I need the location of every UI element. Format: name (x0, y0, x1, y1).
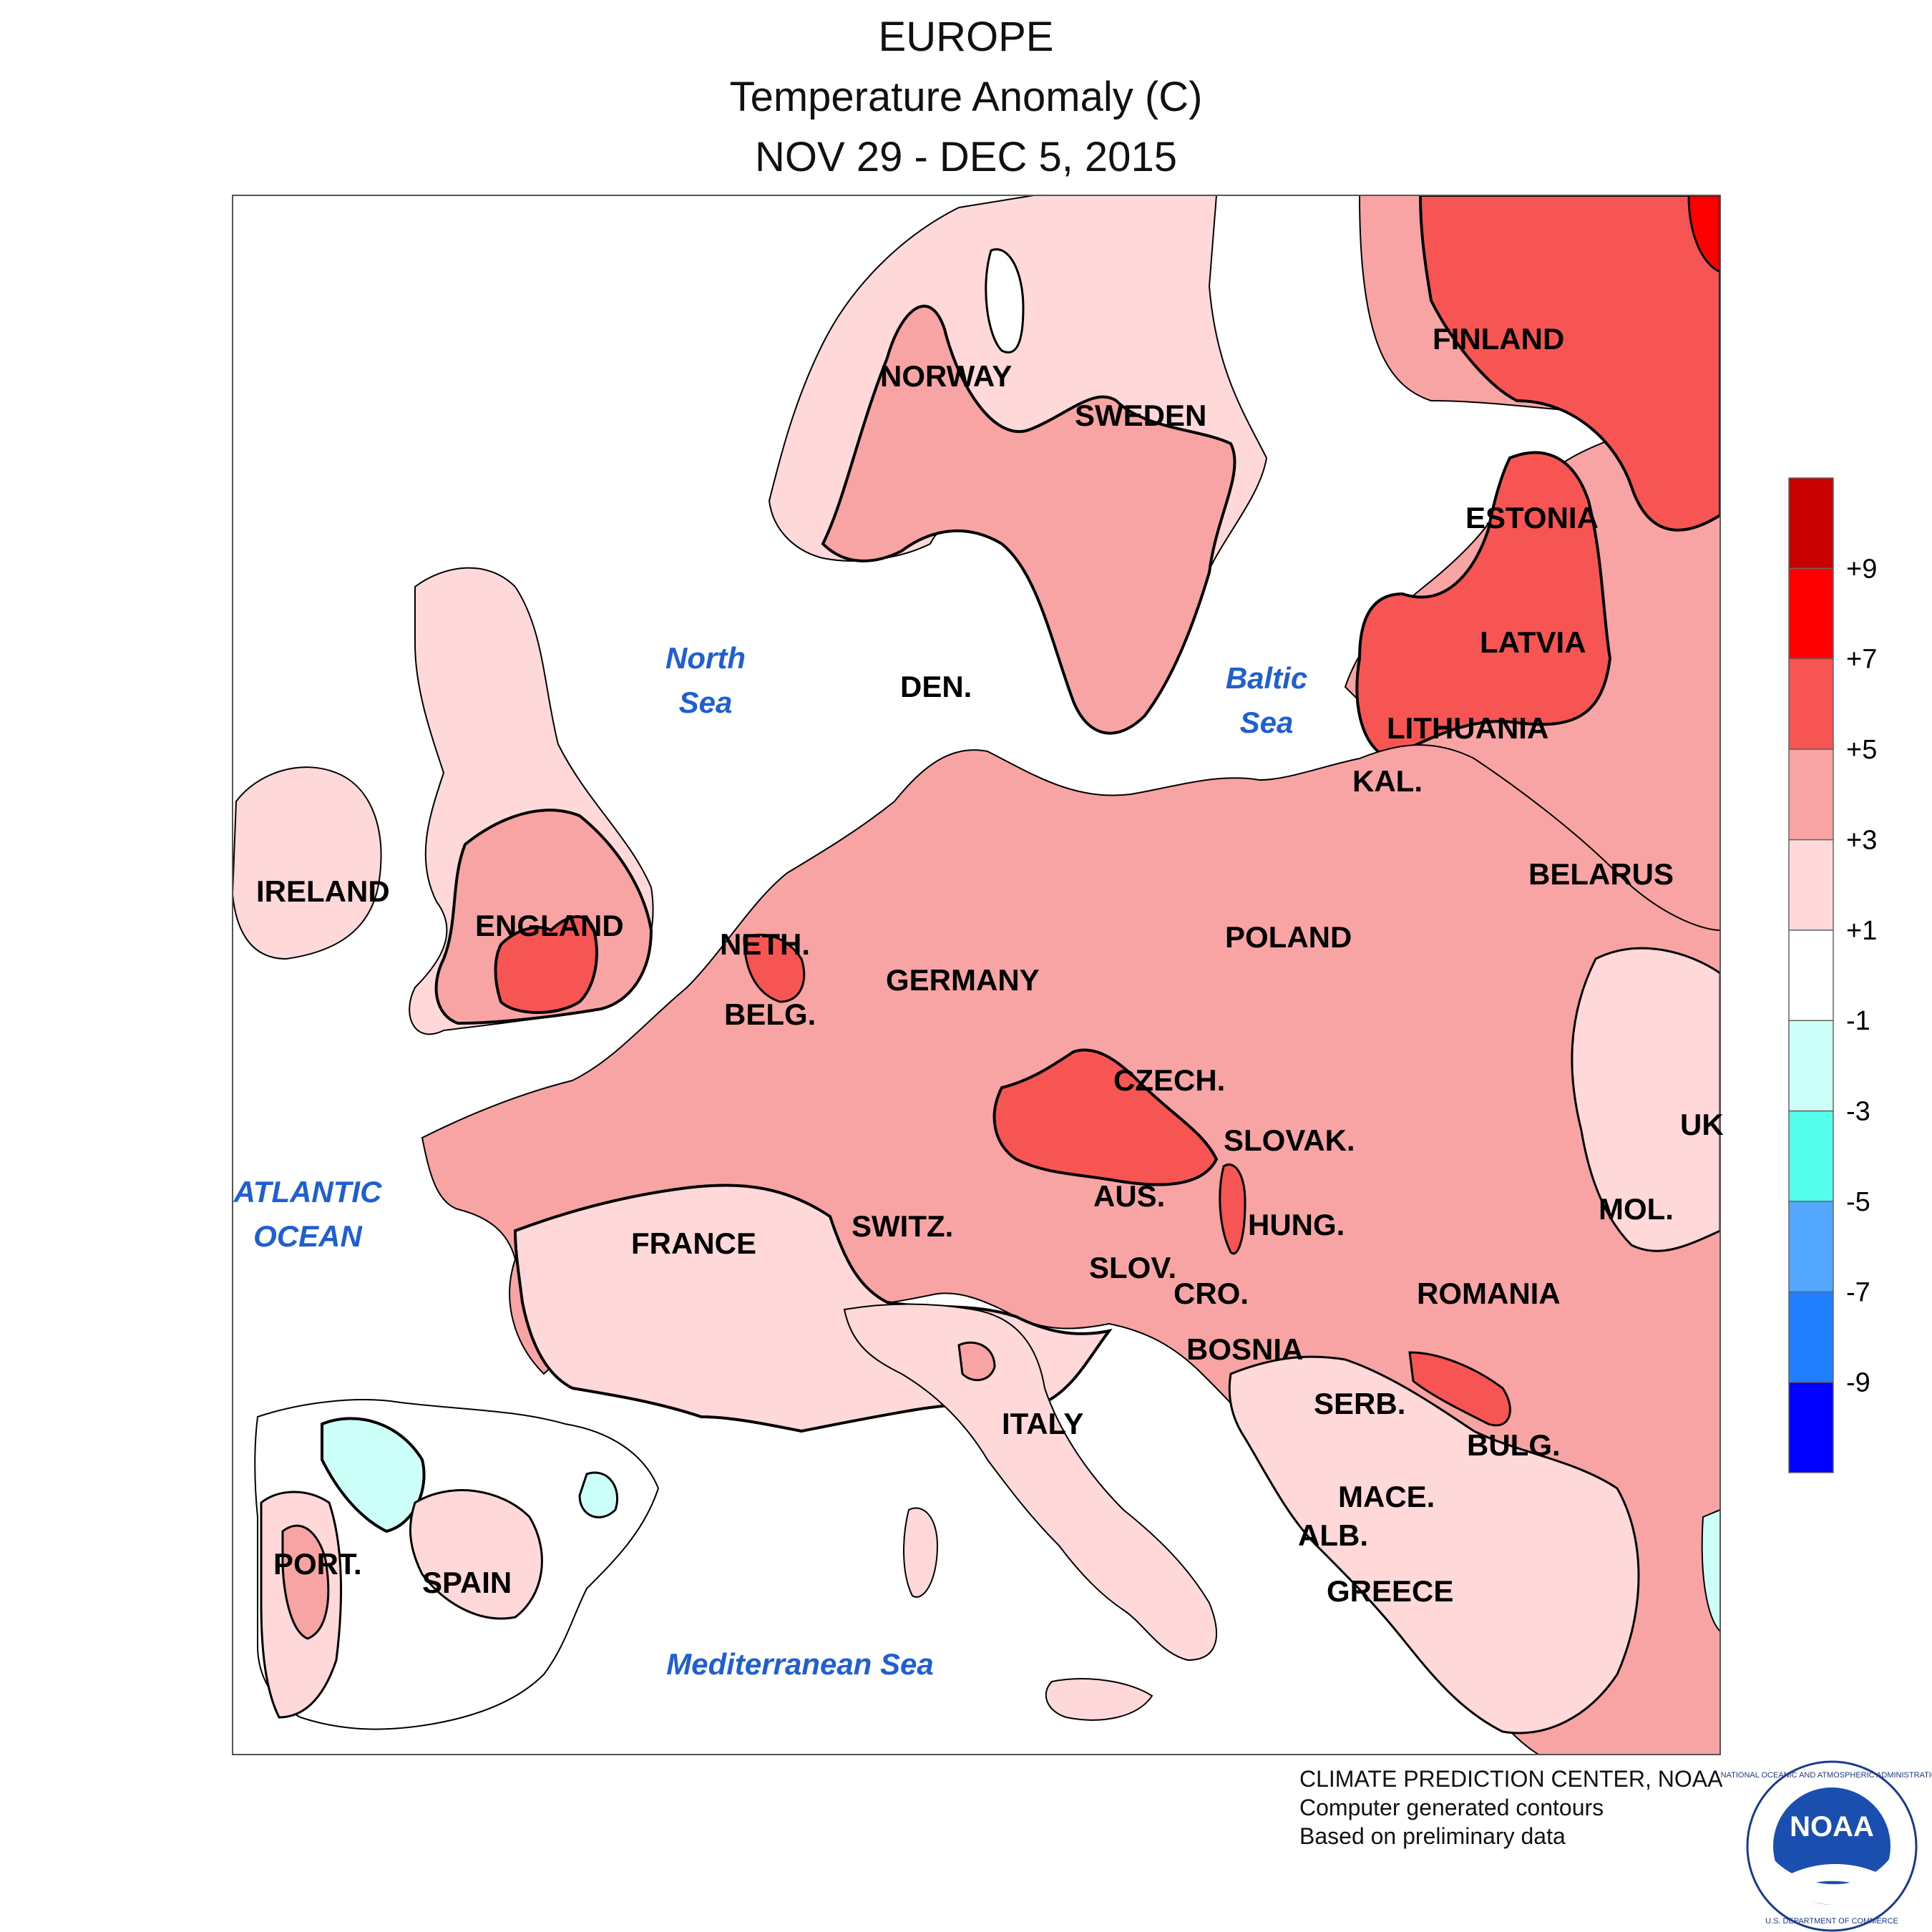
country-label: ROMANIA (1417, 1277, 1561, 1310)
country-labels: NORWAY SWEDEN FINLAND ESTONIA LATVIA LIT… (256, 322, 1724, 1608)
credit-line-1: CLIMATE PREDICTION CENTER, NOAA (1299, 1766, 1723, 1792)
map-date-range: NOV 29 - DEC 5, 2015 (755, 134, 1177, 180)
country-label: BELARUS (1528, 857, 1674, 891)
atlantic-ocean-label: ATLANTIC (233, 1175, 383, 1209)
country-label: BULG. (1467, 1428, 1561, 1462)
legend-tick-label: -3 (1846, 1097, 1870, 1127)
country-label: SLOV. (1089, 1251, 1176, 1284)
atlantic-ocean-label: OCEAN (253, 1219, 363, 1253)
country-label: FINLAND (1433, 322, 1564, 356)
legend-tick-label: -1 (1846, 1006, 1870, 1036)
country-label: BELG. (724, 997, 816, 1031)
country-label: CZECH. (1113, 1063, 1225, 1097)
country-label: GREECE (1327, 1574, 1453, 1608)
country-label: ESTONIA (1465, 501, 1599, 535)
legend-tick-label: +5 (1846, 735, 1877, 765)
warm-spot-italy (957, 1341, 996, 1382)
country-label: ALB. (1298, 1518, 1368, 1552)
legend-bin (1788, 567, 1834, 660)
legend-bin (1788, 1201, 1834, 1293)
country-label: LITHUANIA (1387, 711, 1548, 745)
land-sardinia (903, 1507, 939, 1598)
legend-bin (1788, 1381, 1834, 1473)
mediterranean-sea-label: Mediterranean Sea (666, 1647, 934, 1681)
country-label: MACE. (1338, 1480, 1435, 1513)
legend-tick-label: -7 (1846, 1277, 1870, 1307)
warm-spot-spain (409, 1489, 543, 1620)
country-label: SWEDEN (1075, 399, 1206, 432)
sea-labels: North Sea Baltic Sea ATLANTIC OCEAN Medi… (233, 641, 1308, 1681)
noaa-logo-ring-top: NATIONAL OCEANIC AND ATMOSPHERIC ADMINIS… (1721, 1771, 1932, 1780)
country-label: NORWAY (880, 359, 1012, 393)
hot-spot-hungary (1219, 1163, 1246, 1255)
land-sicily (1045, 1678, 1153, 1721)
land-italy (843, 1303, 1217, 1662)
north-sea-label: Sea (679, 686, 733, 719)
legend-bin (1788, 839, 1834, 931)
land-balkans-light (1228, 1355, 1640, 1735)
country-label: ENGLAND (475, 909, 624, 942)
noaa-logo-ring-bottom: U.S. DEPARTMENT OF COMMERCE (1765, 1917, 1898, 1926)
land-east-light (1571, 947, 1720, 1252)
legend-bin (1788, 930, 1834, 1021)
baltic-sea-label: Baltic (1226, 661, 1307, 695)
country-label: POLAND (1225, 920, 1352, 954)
hot-spot-netherlands (743, 933, 806, 1003)
legend-tick-label: +3 (1846, 825, 1877, 855)
country-label: MOL. (1599, 1192, 1674, 1226)
baltic-sea-label: Sea (1240, 706, 1294, 739)
country-label: DEN. (900, 670, 972, 703)
hot-spot-central (992, 1048, 1219, 1186)
cool-spot-east-spain (578, 1471, 619, 1518)
legend-tick-label: +9 (1846, 554, 1877, 584)
land-england-warm (434, 809, 653, 1025)
cool-spot-norway (985, 248, 1025, 353)
legend-tick-label: +1 (1846, 916, 1877, 946)
country-label: IRELAND (256, 874, 390, 908)
legend-tick-label: -9 (1846, 1368, 1870, 1398)
country-label: GERMANY (886, 963, 1040, 997)
country-label: UK (1680, 1108, 1724, 1141)
hot-spot-england (494, 915, 598, 1014)
legend-bin (1788, 1110, 1834, 1202)
country-label: KAL. (1352, 764, 1423, 798)
warm-spot-portugal (281, 1524, 330, 1640)
country-label: LATVIA (1480, 625, 1586, 659)
map-subtitle: Temperature Anomaly (C) (729, 74, 1203, 120)
legend-bin (1788, 1291, 1834, 1383)
land-ireland (233, 766, 382, 960)
land-scandinavia-warm (821, 304, 1236, 735)
country-label: FRANCE (631, 1226, 756, 1260)
land-finland-hot (1418, 195, 1720, 532)
country-label: HUNG. (1248, 1208, 1345, 1241)
legend-bin (1788, 748, 1834, 841)
country-label: SLOVAK. (1224, 1123, 1355, 1157)
credit-line-2: Computer generated contours (1299, 1795, 1604, 1820)
country-label: ITALY (1002, 1407, 1083, 1440)
country-label: BOSNIA (1186, 1332, 1303, 1366)
country-label: SPAIN (422, 1566, 512, 1599)
legend-tick-label: -5 (1846, 1187, 1870, 1217)
country-label: SERB. (1314, 1387, 1405, 1420)
legend-tick-label: +7 (1846, 645, 1877, 675)
legend-bin (1788, 477, 1834, 570)
legend-colorbar: -9 -7 -5 -3 -1 +1 +3 +5 +7 +9 (1788, 477, 1877, 1473)
hot-spot-bulgaria (1408, 1351, 1511, 1427)
country-label: CRO. (1174, 1277, 1249, 1310)
legend-bin (1788, 658, 1834, 750)
legend-bin (1788, 1020, 1834, 1112)
country-label: SWITZ. (852, 1209, 953, 1243)
noaa-logo: NOAA NATIONAL OCEANIC AND ATMOSPHERIC AD… (1721, 1760, 1932, 1932)
map-area (233, 195, 1720, 1755)
credit-line-3: Based on preliminary data (1299, 1823, 1566, 1849)
map-frame (232, 195, 1721, 1755)
country-label: PORT. (273, 1547, 362, 1581)
map-title: EUROPE (878, 14, 1054, 60)
country-label: AUS. (1093, 1179, 1165, 1213)
country-label: NETH. (720, 927, 810, 961)
north-sea-label: North (665, 641, 746, 675)
noaa-logo-text: NOAA (1790, 1811, 1874, 1843)
